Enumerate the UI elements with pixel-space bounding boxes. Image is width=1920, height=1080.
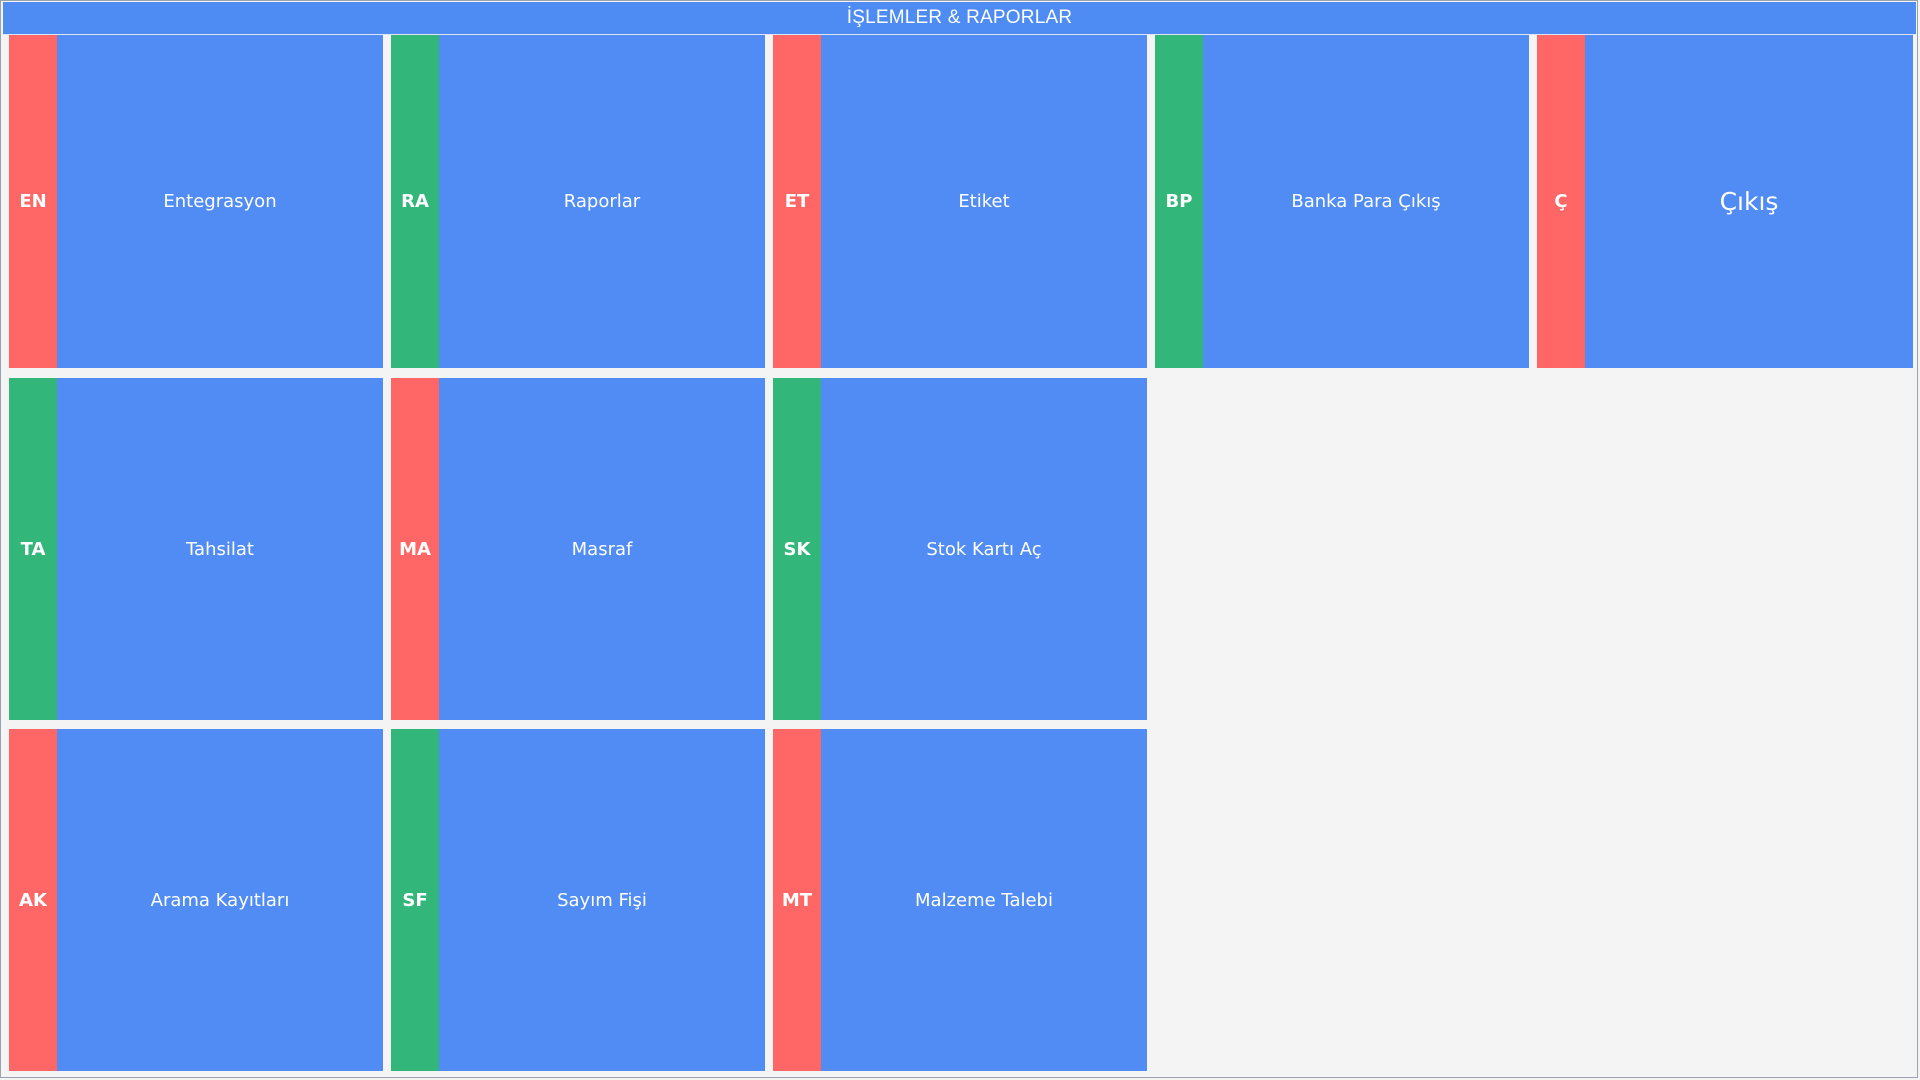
tile-label-arama-kayitlari: Arama Kayıtları xyxy=(150,889,290,911)
tile-badge-mt: MT xyxy=(773,729,821,1071)
tile-badge-ak: AK xyxy=(9,729,57,1071)
tile-badge-sk: SK xyxy=(773,378,821,720)
tile-sayim-fisi[interactable]: SF Sayım Fişi xyxy=(391,729,765,1071)
tile-label-entegrasyon: Entegrasyon xyxy=(163,191,277,212)
tile-badge-ta: TA xyxy=(9,378,57,720)
tile-badge-en: EN xyxy=(9,35,57,368)
tile-badge-bp: BP xyxy=(1155,35,1203,368)
tile-stok-karti-ac[interactable]: SK Stok Kartı Aç xyxy=(773,378,1147,720)
tile-etiket[interactable]: ET Etiket xyxy=(773,35,1147,368)
tile-label-malzeme-talebi: Malzeme Talebi xyxy=(915,889,1053,911)
tile-cikis[interactable]: Ç Çıkış xyxy=(1537,35,1913,368)
tile-label-tahsilat: Tahsilat xyxy=(186,538,254,560)
tile-badge-et: ET xyxy=(773,35,821,368)
window-title: İŞLEMLER & RAPORLAR xyxy=(3,2,1916,35)
tile-badge-c: Ç xyxy=(1537,35,1585,368)
tile-tahsilat[interactable]: TA Tahsilat xyxy=(9,378,383,720)
tile-label-raporlar: Raporlar xyxy=(563,191,641,212)
tile-label-sayim-fisi: Sayım Fişi xyxy=(557,889,647,911)
tile-label-etiket: Etiket xyxy=(958,191,1010,212)
tile-badge-ma: MA xyxy=(391,378,439,720)
tile-entegrasyon[interactable]: EN Entegrasyon xyxy=(9,35,383,368)
tile-label-stok-karti-ac: Stok Kartı Aç xyxy=(926,538,1042,560)
tile-label-cikis: Çıkış xyxy=(1719,187,1779,216)
tile-masraf[interactable]: MA Masraf xyxy=(391,378,765,720)
tile-label-masraf: Masraf xyxy=(571,538,633,560)
tile-arama-kayitlari[interactable]: AK Arama Kayıtları xyxy=(9,729,383,1071)
tile-badge-sf: SF xyxy=(391,729,439,1071)
tile-badge-ra: RA xyxy=(391,35,439,368)
tile-banka-para-cikis[interactable]: BP Banka Para Çıkış xyxy=(1155,35,1529,368)
tile-raporlar[interactable]: RA Raporlar xyxy=(391,35,765,368)
tile-malzeme-talebi[interactable]: MT Malzeme Talebi xyxy=(773,729,1147,1071)
tile-label-banka-para-cikis: Banka Para Çıkış xyxy=(1291,191,1441,212)
